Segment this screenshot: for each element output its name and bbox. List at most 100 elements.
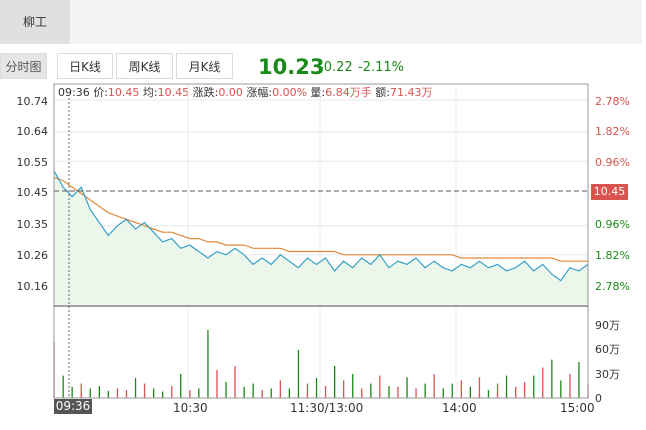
volume-bar bbox=[234, 366, 236, 398]
info-change: 0.00 bbox=[218, 86, 243, 99]
info-price-label: 价: bbox=[93, 86, 108, 99]
volume-bar bbox=[496, 383, 499, 398]
volume-bar bbox=[306, 383, 309, 398]
info-price: 10.45 bbox=[107, 86, 140, 99]
pct-tick: 1.82% bbox=[595, 125, 630, 138]
volume-bar bbox=[533, 375, 535, 398]
price-tick: 10.35 bbox=[16, 218, 49, 231]
volume-bar bbox=[71, 386, 73, 398]
pct-tick: 2.78% bbox=[595, 280, 630, 293]
volume-tick: 90万 bbox=[595, 319, 620, 332]
volume-bar bbox=[162, 391, 164, 398]
volume-bar bbox=[252, 383, 254, 398]
price-change-pct: -2.11% bbox=[358, 60, 404, 75]
volume-bar bbox=[433, 374, 435, 398]
tab-intraday[interactable]: 分时图 bbox=[0, 53, 47, 79]
info-volume: 6.84万手 bbox=[325, 86, 372, 99]
info-avg-label: 均: bbox=[142, 86, 158, 99]
volume-bar bbox=[207, 330, 209, 398]
volume-bar bbox=[315, 378, 318, 398]
volume-bar bbox=[134, 378, 137, 398]
volume-bar bbox=[180, 374, 182, 398]
volume-bar bbox=[125, 390, 128, 398]
volume-tick: 30万 bbox=[595, 368, 620, 381]
volume-bar bbox=[352, 374, 354, 398]
info-pct: 0.00% bbox=[272, 86, 308, 99]
volume-bar bbox=[524, 382, 526, 398]
volume-bar bbox=[279, 380, 281, 398]
pct-tick: 0.96% bbox=[595, 156, 630, 169]
volume-bar bbox=[189, 390, 191, 398]
pct-tick: 2.78% bbox=[595, 95, 630, 108]
volume-bar bbox=[334, 366, 336, 398]
volume-bar bbox=[578, 362, 580, 398]
volume-bar bbox=[116, 388, 119, 398]
avg-line bbox=[53, 176, 588, 262]
volume-bar bbox=[542, 367, 544, 398]
volume-bar bbox=[343, 380, 345, 398]
volume-bar bbox=[198, 388, 200, 398]
volume-bar bbox=[469, 386, 471, 398]
volume-bar bbox=[261, 390, 263, 398]
volume-bar bbox=[80, 383, 82, 398]
price-tick: 10.45 bbox=[16, 186, 49, 199]
volume-bar bbox=[505, 375, 508, 398]
volume-bar bbox=[143, 383, 146, 398]
volume-bar bbox=[478, 377, 481, 398]
volume-bar bbox=[153, 388, 155, 398]
volume-bar bbox=[361, 388, 363, 398]
volume-bar bbox=[424, 383, 426, 398]
volume-bar bbox=[62, 375, 64, 398]
current-price: 10.23 bbox=[258, 55, 325, 79]
volume-bar bbox=[89, 388, 91, 398]
volume-bar bbox=[397, 386, 399, 398]
tab-daily-k[interactable]: 日K线 bbox=[57, 53, 113, 79]
volume-bar bbox=[460, 380, 462, 398]
prev-close-badge: 10.45 bbox=[591, 184, 628, 200]
volume-bar bbox=[107, 390, 109, 398]
time-tick: 10:30 bbox=[173, 401, 208, 415]
volume-bar bbox=[243, 386, 245, 398]
volume-bar bbox=[442, 388, 444, 398]
tab-monthly-k[interactable]: 月K线 bbox=[176, 53, 233, 79]
time-tick: 15:00 bbox=[560, 401, 595, 415]
volume-bar bbox=[515, 386, 517, 398]
price-tick: 10.55 bbox=[16, 156, 49, 169]
volume-bar bbox=[216, 370, 218, 398]
price-tick: 10.64 bbox=[16, 125, 49, 138]
volume-bar bbox=[288, 388, 290, 398]
volume-bar bbox=[225, 382, 227, 398]
volume-bar bbox=[324, 386, 327, 398]
volume-bar bbox=[551, 359, 553, 398]
price-change: -0.22 bbox=[319, 60, 353, 75]
volume-bar bbox=[415, 388, 417, 398]
volume-bar bbox=[487, 390, 490, 398]
volume-bar bbox=[388, 386, 390, 398]
volume-bar bbox=[569, 374, 571, 398]
info-change-label: 涨跌: bbox=[192, 86, 219, 99]
volume-bar bbox=[297, 350, 300, 398]
volume-bar bbox=[370, 383, 372, 398]
price-tick: 10.16 bbox=[16, 280, 49, 293]
price-line bbox=[53, 170, 589, 282]
info-pct-label: 涨幅: bbox=[246, 86, 273, 99]
volume-bar bbox=[270, 388, 272, 398]
time-tick-current: 09:36 bbox=[54, 399, 92, 414]
price-area bbox=[54, 170, 588, 305]
info-volume-label: 量: bbox=[310, 86, 326, 99]
volume-bar bbox=[560, 380, 562, 398]
price-tick: 10.74 bbox=[16, 95, 49, 108]
price-tick: 10.26 bbox=[16, 249, 49, 262]
volume-tick: 60万 bbox=[595, 343, 620, 356]
tab-weekly-k[interactable]: 周K线 bbox=[116, 53, 173, 79]
chart-frame bbox=[53, 83, 589, 399]
volume-bar bbox=[451, 383, 453, 398]
info-avg: 10.45 bbox=[157, 86, 190, 99]
header-bar: 柳工 bbox=[0, 0, 642, 44]
time-tick: 14:00 bbox=[442, 401, 477, 415]
stock-name-tab[interactable]: 柳工 bbox=[0, 0, 70, 44]
info-bar: 09:36 价:10.45 均:10.45 涨跌:0.00 涨幅:0.00% 量… bbox=[58, 84, 432, 100]
info-time: 09:36 bbox=[58, 86, 90, 99]
pct-tick: 0.96% bbox=[595, 218, 630, 231]
